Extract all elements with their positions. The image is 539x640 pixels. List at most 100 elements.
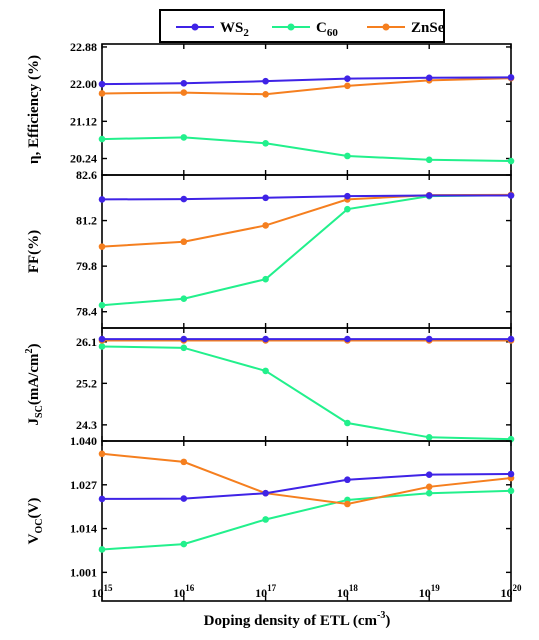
- data-point-c60: [425, 156, 433, 164]
- y-tick-label: 22.88: [70, 40, 97, 54]
- data-point-c60: [344, 205, 351, 213]
- data-point-ws2: [507, 74, 515, 81]
- y-tick-label: 21.12: [70, 114, 97, 128]
- x-tick-label-base: 10: [173, 586, 185, 600]
- legend-label-text: ZnSe: [411, 20, 445, 36]
- x-tick-label-exp: 15: [104, 583, 114, 593]
- data-point-c60: [262, 140, 269, 147]
- data-point-c60: [262, 516, 269, 523]
- y-tick-label: 1.014: [70, 522, 97, 536]
- series-line-ws2: [101, 194, 511, 201]
- series-line-ws2: [101, 76, 512, 86]
- data-point-c60: [262, 367, 269, 375]
- x-tick-label: 1019: [419, 583, 441, 600]
- data-point-znse: [262, 90, 269, 98]
- data-point-ws2: [344, 75, 351, 82]
- data-point-ws2: [180, 335, 188, 343]
- data-point-znse: [344, 500, 351, 508]
- data-point-c60: [180, 344, 188, 352]
- data-point-znse: [344, 82, 351, 90]
- y-axis-label: η, Efficiency (%): [26, 55, 42, 164]
- data-point-znse: [180, 238, 188, 246]
- data-point-ws2: [180, 495, 188, 502]
- y-tick-label: 1.027: [70, 478, 97, 492]
- y-tick-label: 1.001: [70, 565, 97, 579]
- y-label-mid: (mA/cm: [26, 353, 42, 405]
- y-label-sup: 2: [24, 349, 35, 354]
- data-point-ws2: [98, 196, 106, 203]
- x-tick-label-base: 10: [419, 586, 431, 600]
- y-tick-label: 26.1: [76, 335, 97, 349]
- y-label-base: J: [26, 417, 42, 425]
- data-point-c60: [425, 489, 433, 497]
- data-point-ws2: [507, 470, 515, 478]
- data-point-znse: [98, 90, 106, 97]
- data-point-c60: [98, 343, 106, 350]
- panel-ff: 78.4 79.8 81.2 82.6 FF(%): [26, 168, 515, 329]
- data-point-ws2: [425, 335, 433, 343]
- data-point-c60: [344, 152, 351, 160]
- x-tick-label-base: 10: [92, 586, 104, 600]
- legend-item-c60: C60: [272, 20, 338, 39]
- y-label-sub: OC: [34, 518, 45, 533]
- x-tick-label: 1020: [501, 583, 523, 600]
- legend-label-text: C: [316, 20, 327, 36]
- x-tick-label: 1016: [173, 583, 195, 600]
- y-tick-label: 79.8: [76, 259, 97, 273]
- x-tick-label-base: 10: [501, 586, 513, 600]
- x-tick-label-exp: 17: [267, 583, 277, 593]
- legend-label-sub: 2: [243, 27, 249, 39]
- y-tick-label: 1.040: [70, 434, 97, 448]
- data-point-ws2: [507, 192, 515, 199]
- legend: WS2 C60 ZnSe: [159, 9, 445, 43]
- y-label-end: (V): [26, 498, 42, 519]
- series-line-c60: [101, 489, 512, 551]
- legend-label-ws2: WS2: [220, 20, 249, 39]
- data-point-ws2: [425, 74, 433, 82]
- x-axis: 1015 1016 1017 1018 1019 1020: [92, 583, 523, 600]
- panel-frame: [101, 43, 512, 176]
- series-line-c60: [101, 345, 512, 441]
- panel-eff: 20.24 21.12 22.00 22.88 η, Efficiency (%): [26, 40, 515, 176]
- legend-label-text: WS: [220, 20, 243, 36]
- x-axis-label-end: ): [385, 613, 390, 629]
- y-label-sub: SC: [34, 405, 45, 418]
- data-point-ws2: [344, 335, 351, 343]
- data-point-ws2: [180, 80, 188, 87]
- data-point-c60: [507, 487, 515, 495]
- legend-marker-ws2: [191, 23, 199, 31]
- data-point-znse: [425, 483, 433, 491]
- x-axis-label-sup: -3: [377, 610, 385, 621]
- legend-marker-znse: [382, 23, 390, 31]
- x-axis-label: Doping density of ETL (cm-3): [204, 610, 391, 629]
- data-point-ws2: [98, 80, 106, 88]
- data-point-c60: [98, 546, 106, 553]
- y-tick-label: 24.3: [76, 418, 97, 432]
- data-point-ws2: [98, 495, 106, 503]
- series-line-ws2: [101, 473, 512, 500]
- x-tick-label: 1015: [92, 583, 114, 600]
- x-tick-label-exp: 16: [185, 583, 195, 593]
- data-point-c60: [425, 434, 433, 441]
- x-tick-label-exp: 19: [431, 583, 441, 593]
- data-point-znse: [98, 450, 106, 458]
- data-point-c60: [507, 157, 515, 165]
- x-tick-label-exp: 20: [513, 583, 523, 593]
- y-tick-label: 78.4: [76, 305, 97, 319]
- legend-label-c60: C60: [316, 20, 338, 39]
- data-point-znse: [98, 243, 106, 250]
- x-tick-label: 1017: [255, 583, 277, 600]
- data-point-ws2: [507, 335, 515, 343]
- y-tick-label: 81.2: [76, 214, 97, 228]
- chart-panels: 20.24 21.12 22.00 22.88 η, Efficiency (%) 78.…: [24, 40, 515, 602]
- y-tick-label: 22.00: [70, 77, 97, 91]
- data-point-znse: [262, 222, 269, 229]
- data-point-ws2: [180, 195, 188, 203]
- data-point-ws2: [344, 476, 351, 484]
- data-point-ws2: [262, 77, 269, 85]
- series-line-znse: [101, 77, 512, 96]
- data-point-c60: [98, 301, 106, 309]
- panel-frame: [101, 440, 512, 602]
- x-tick-label: 1018: [337, 583, 359, 600]
